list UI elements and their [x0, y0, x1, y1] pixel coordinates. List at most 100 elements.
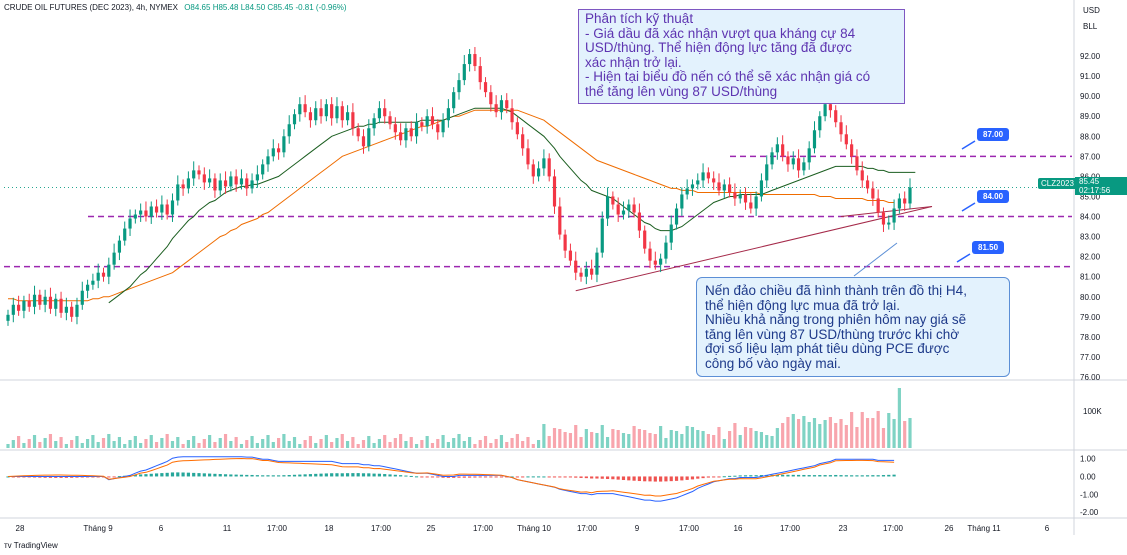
candle-body — [197, 170, 201, 175]
currency-label[interactable]: USD — [1083, 6, 1100, 15]
volume-bar — [27, 439, 31, 448]
candle-body — [542, 158, 546, 169]
volume-bar — [595, 433, 599, 448]
volume-bar — [133, 436, 137, 448]
macd-histogram-bar — [483, 476, 488, 478]
analysis-note-top[interactable]: Phân tích kỹ thuật - Giá dầu đã xác nhận… — [578, 9, 905, 104]
candle-body — [505, 100, 509, 109]
volume-bar — [340, 434, 344, 448]
candle-body — [696, 180, 700, 185]
volume-bar — [828, 417, 833, 448]
candle-body — [229, 176, 233, 187]
candle-body — [255, 174, 259, 181]
macd-histogram-bar — [696, 476, 700, 479]
volume-bar — [860, 412, 864, 448]
macd-histogram-bar — [170, 472, 175, 477]
candle-body — [903, 198, 907, 204]
time-tick-label: 6 — [1045, 524, 1050, 533]
volume-bar — [202, 439, 206, 448]
macd-histogram-bar — [388, 474, 392, 477]
volume-bar — [738, 435, 742, 448]
macd-histogram-bar — [807, 475, 811, 477]
macd-histogram-bar — [674, 476, 679, 481]
volume-bar — [404, 441, 408, 448]
volume-bar — [261, 439, 265, 448]
price-tick-label: 91.00 — [1080, 72, 1101, 81]
note-bottom-line: đợi số liệu lạm phát tiêu dùng PCE được — [705, 341, 950, 356]
candle-body — [85, 284, 90, 291]
macd-histogram-bar — [420, 476, 424, 478]
volume-bar — [669, 430, 673, 448]
macd-histogram-bar — [271, 475, 275, 477]
bar-countdown: 02:17:56 — [1079, 186, 1111, 195]
candle-body — [796, 158, 801, 171]
macd-histogram-bar — [563, 476, 567, 478]
macd-histogram-bar — [75, 476, 79, 478]
candle-body — [6, 314, 10, 321]
macd-histogram-bar — [457, 476, 461, 478]
time-tick-label: Tháng 11 — [967, 524, 1001, 533]
volume-bar — [770, 436, 774, 448]
change-value: -0.81 (-0.96%) — [295, 3, 347, 12]
macd-histogram-bar — [128, 475, 132, 477]
candle-body — [754, 196, 758, 209]
macd-histogram-bar — [117, 476, 122, 478]
macd-histogram-bar — [590, 476, 594, 479]
volume-bar — [388, 442, 392, 448]
candle-body — [510, 108, 514, 123]
analysis-note-bottom[interactable]: Nến đảo chiều đã hình thành trên đồ thị … — [696, 277, 1010, 377]
candle-body — [850, 144, 854, 157]
macd-histogram-bar — [579, 476, 583, 478]
macd-histogram-bar — [844, 475, 848, 477]
volume-bar — [648, 433, 652, 448]
volume-bar — [876, 411, 880, 448]
candle-body — [144, 210, 148, 217]
volume-bar — [791, 414, 795, 448]
candle-body — [239, 178, 244, 185]
candle-body — [908, 187, 912, 204]
macd-histogram-bar — [478, 476, 482, 478]
macd-histogram-bar — [149, 473, 153, 477]
candle-body — [213, 178, 217, 191]
candle-body — [277, 148, 281, 153]
level-label-81-5[interactable]: 81.50 — [972, 241, 1005, 254]
candle-body — [818, 116, 822, 131]
candle-body — [208, 178, 212, 183]
macd-histogram-bar — [54, 476, 58, 478]
macd-histogram-bar — [261, 475, 265, 477]
volume-bar — [855, 427, 859, 448]
level-label-87[interactable]: 87.00 — [977, 128, 1010, 141]
volume-bar — [781, 423, 785, 448]
macd-histogram-bar — [802, 474, 806, 477]
macd-tick-label: 1.00 — [1080, 455, 1096, 464]
tradingview-logo[interactable]: ᴛᴠ TradingView — [4, 541, 58, 550]
macd-histogram-bar — [733, 475, 737, 477]
macd-histogram-bar — [738, 475, 742, 477]
volume-bar — [245, 440, 249, 448]
candle-body — [648, 248, 652, 261]
volume-axis-label: 100K — [1083, 407, 1102, 416]
volume-bar — [330, 442, 334, 448]
candle-body — [680, 194, 684, 209]
macd-histogram-bar — [865, 475, 870, 477]
candle-body — [478, 66, 482, 83]
candle-body — [728, 184, 732, 193]
macd-histogram-bar — [404, 475, 408, 477]
candle-body — [298, 104, 302, 115]
macd-histogram-bar — [192, 472, 196, 477]
macd-histogram-bar — [637, 476, 641, 482]
volume-bar — [515, 434, 519, 448]
level-label-84[interactable]: 84.00 — [977, 190, 1010, 203]
macd-histogram-bar — [786, 474, 790, 477]
note-bottom-line: tăng lên vùng 87 USD/thùng trước khi chờ — [705, 326, 960, 342]
volume-bar — [22, 443, 26, 448]
unit-label[interactable]: BLL — [1083, 22, 1098, 31]
close-value: C85.45 — [267, 3, 294, 12]
macd-histogram-bar — [48, 476, 53, 478]
macd-histogram-bar — [701, 476, 705, 479]
time-tick-label: 28 — [16, 524, 25, 533]
macd-histogram-bar — [436, 476, 440, 478]
macd-histogram-bar — [292, 474, 297, 477]
candle-body — [844, 134, 848, 145]
